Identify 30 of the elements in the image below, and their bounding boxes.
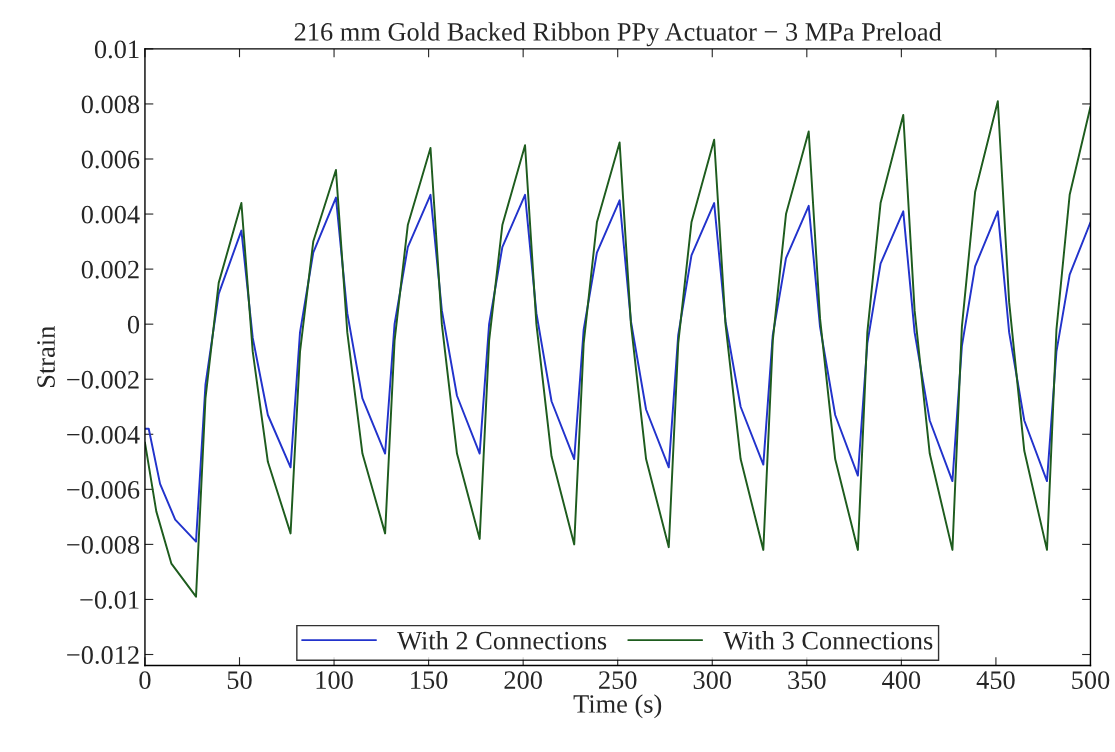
y-tick-label: 0.006 — [81, 150, 140, 169]
legend-label: With 2 Connections — [397, 631, 607, 650]
y-tick-label: 0.008 — [81, 95, 140, 114]
x-tick-label: 450 — [976, 671, 1015, 689]
x-tick-label: 300 — [693, 671, 732, 689]
x-tick-label: 350 — [788, 671, 826, 689]
y-tick-label: −0.006 — [67, 480, 140, 499]
y-tick-label: 0.002 — [81, 260, 139, 279]
x-tick-label: 150 — [411, 671, 448, 689]
y-tick-label: 0.01 — [94, 40, 139, 59]
x-tick-label: 250 — [599, 671, 637, 689]
y-tick-label: −0.01 — [80, 591, 139, 609]
x-tick-label: 400 — [882, 671, 921, 689]
legend-label: With 3 Connections — [723, 631, 933, 650]
chart-title: 216 mm Gold Backed Ribbon PPy Actuator − 3 MPa Preload — [294, 22, 942, 47]
line-series — [144, 193, 1091, 543]
x-tick-label: 500 — [1072, 671, 1110, 689]
y-tick-label: −0.004 — [67, 425, 140, 444]
y-tick-label: −0.012 — [67, 646, 139, 665]
x-tick-label: 50 — [227, 671, 252, 689]
x-tick-label: 200 — [504, 671, 542, 689]
x-tick-label: 100 — [316, 671, 353, 689]
x-tick-label: 0 — [139, 671, 151, 689]
line-series — [144, 100, 1091, 598]
x-axis-title: Time (s) — [573, 694, 662, 719]
y-tick-label: −0.002 — [67, 370, 139, 389]
y-tick-label: 0 — [127, 315, 140, 334]
y-tick-label: 0.004 — [81, 205, 140, 224]
y-tick-label: −0.008 — [67, 536, 140, 554]
y-axis-title: Strain — [37, 326, 55, 387]
